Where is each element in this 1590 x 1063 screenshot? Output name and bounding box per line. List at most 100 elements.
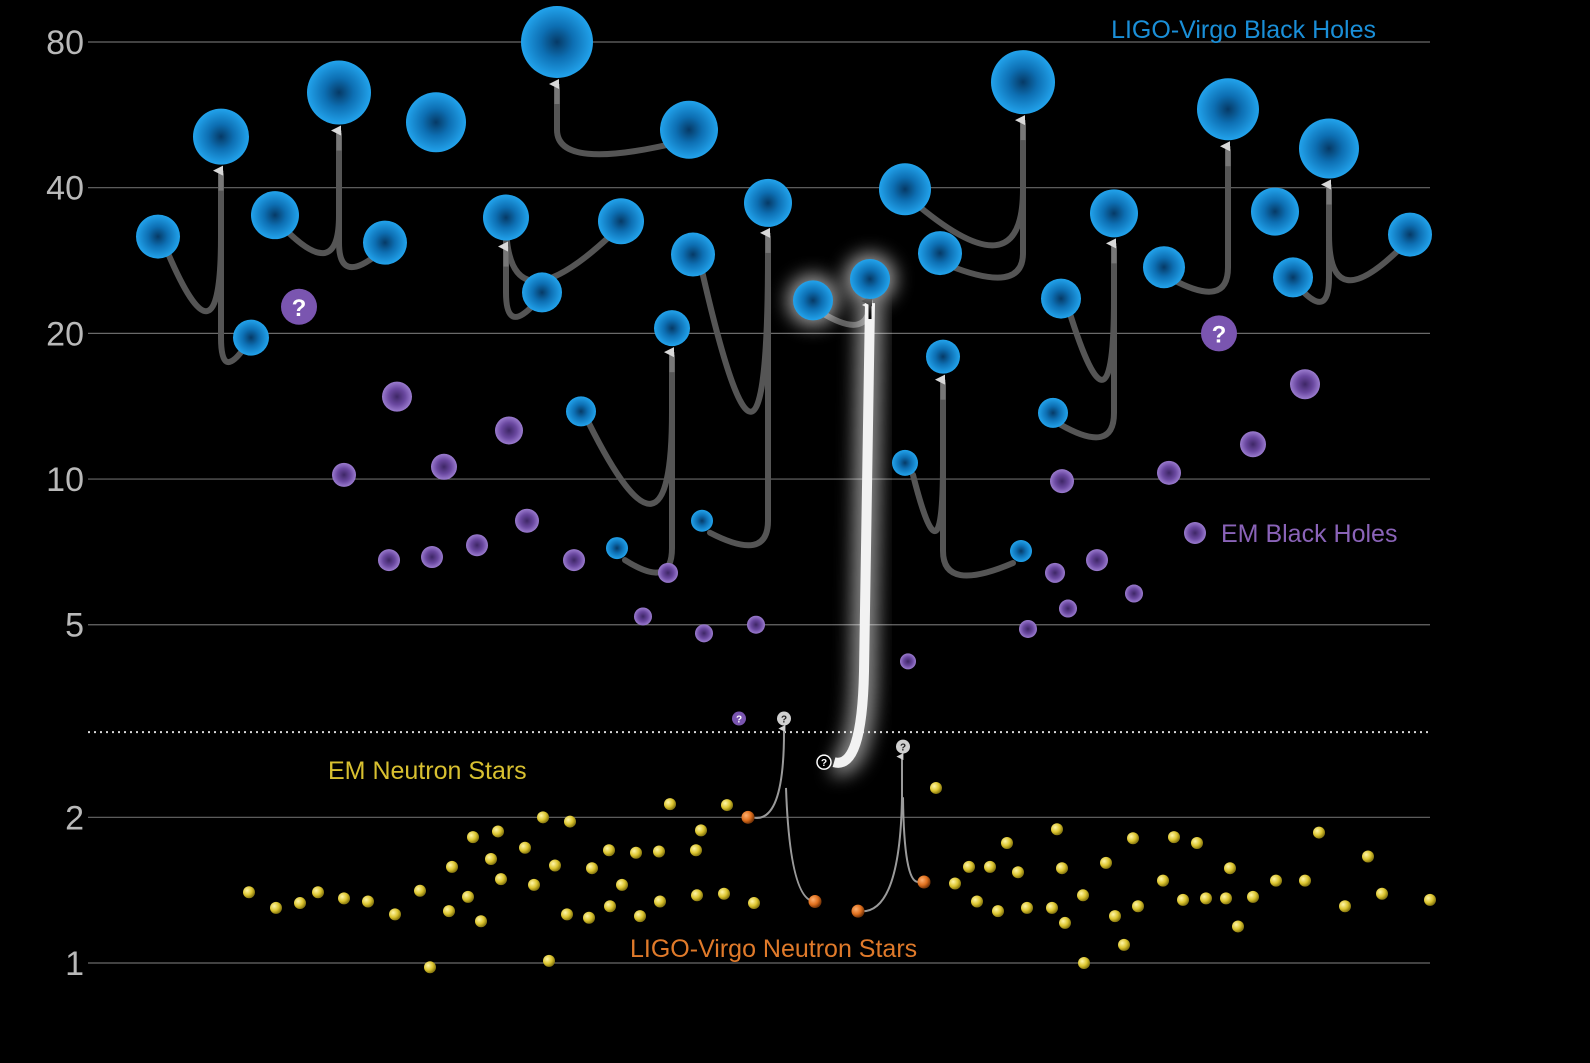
em-neutron-star-point (1077, 889, 1089, 902)
ligo-neutron-star-point (851, 904, 865, 918)
unknown-mark-label: ? (821, 758, 827, 769)
y-tick-label: 10 (46, 461, 84, 499)
unknown-mark-label: ? (736, 715, 742, 726)
em-black-hole-point (1086, 549, 1108, 572)
ligo-black-hole-point (654, 310, 690, 347)
em-neutron-star-point (664, 798, 676, 811)
merger-path (554, 85, 684, 158)
em-neutron-star-point (634, 910, 646, 923)
em-neutron-star-point (1362, 850, 1374, 863)
em-black-hole-point (695, 624, 713, 643)
em-neutron-star-point (1046, 901, 1058, 914)
em-neutron-star-point (1012, 866, 1024, 879)
em-neutron-star-point (1051, 823, 1063, 836)
merger-path (336, 131, 380, 271)
y-tick-label: 1 (65, 945, 84, 983)
ligo-black-hole-point (671, 232, 715, 277)
ligo-black-hole-point (136, 214, 180, 259)
unknown-mark-label: ? (900, 743, 906, 754)
ligo-neutron-star-point (741, 810, 755, 824)
em-black-hole-point (515, 508, 539, 533)
ligo-black-hole-point (1090, 189, 1138, 238)
em-neutron-star-point (971, 895, 983, 908)
em-neutron-star-point (1127, 832, 1139, 845)
em-black-hole-point (431, 453, 457, 480)
ligo-black-hole-point (1273, 257, 1313, 298)
ligo-ns-remnant-point (896, 739, 910, 754)
ligo-black-hole-point (251, 191, 299, 240)
em-neutron-star-point (543, 954, 555, 967)
em-black-hole-unknown-point (1201, 315, 1237, 352)
ligo-black-hole-point (606, 537, 628, 560)
ligo-black-hole-point (1041, 278, 1081, 319)
merger-path (218, 171, 246, 365)
legend-ligo-black-holes: LIGO-Virgo Black Holes (1111, 16, 1376, 44)
y-tick-label: 5 (65, 607, 84, 645)
em-neutron-star-point (1232, 920, 1244, 933)
point-layer: ?????? (136, 6, 1436, 974)
ligo-black-hole-point (521, 6, 593, 78)
ligo-black-hole-point (483, 194, 529, 241)
em-neutron-star-point (519, 841, 531, 854)
em-neutron-star-point (270, 901, 282, 914)
legend-em-black-holes-swatch (1184, 522, 1206, 544)
ligo-black-hole-point (691, 509, 713, 532)
em-neutron-star-point (603, 844, 615, 857)
em-neutron-star-point (338, 892, 350, 905)
legend-em-neutron-stars: EM Neutron Stars (328, 757, 527, 785)
ligo-black-hole-point (918, 231, 962, 276)
em-black-hole-point (658, 562, 678, 583)
em-neutron-star-point (1220, 892, 1232, 905)
em-black-hole-point (382, 381, 412, 412)
em-neutron-star-point (312, 886, 324, 899)
em-black-hole-unknown-point (732, 711, 746, 726)
em-neutron-star-point (1247, 890, 1259, 903)
em-neutron-star-point (475, 915, 487, 928)
em-neutron-star-point (630, 846, 642, 859)
ligo-black-hole-point (363, 220, 407, 265)
em-black-hole-point (634, 607, 652, 626)
em-neutron-star-point (1224, 862, 1236, 875)
ligo-black-hole-point (1388, 212, 1432, 257)
em-neutron-star-point (654, 895, 666, 908)
merger-path (707, 233, 771, 549)
highlight-path (832, 302, 875, 768)
unknown-mark-label: ? (292, 295, 307, 322)
em-black-hole-point (1059, 599, 1077, 618)
em-neutron-star-point (564, 815, 576, 828)
em-black-hole-unknown-point (281, 288, 317, 325)
em-neutron-star-point (1132, 900, 1144, 913)
legend-em-black-holes-label: EM Black Holes (1221, 520, 1397, 548)
em-neutron-star-point (243, 886, 255, 899)
merger-path (910, 380, 946, 534)
ligo-black-hole-point (1143, 246, 1185, 289)
ligo-black-hole-point (307, 60, 371, 125)
y-tick-label: 20 (46, 315, 84, 353)
em-black-hole-point (332, 462, 356, 487)
em-neutron-star-point (528, 878, 540, 891)
ns-merger-path (751, 725, 786, 819)
ligo-black-hole-point (598, 198, 644, 245)
em-neutron-star-point (1177, 893, 1189, 906)
merger-path (1326, 185, 1405, 284)
em-neutron-star-point (492, 825, 504, 838)
merger-path (940, 380, 1016, 579)
em-black-hole-point (1019, 619, 1037, 638)
ligo-black-hole-point (660, 100, 718, 159)
em-neutron-star-point (462, 890, 474, 903)
em-black-hole-point (1290, 369, 1320, 400)
em-neutron-star-point (1270, 874, 1282, 887)
em-neutron-star-point (1078, 957, 1090, 969)
em-black-hole-point (1157, 460, 1181, 485)
em-neutron-star-point (549, 859, 561, 872)
ligo-black-hole-point (1251, 187, 1299, 236)
em-neutron-star-point (1118, 938, 1130, 951)
ligo-black-hole-point (744, 178, 792, 227)
ligo-black-hole-point (233, 319, 269, 356)
em-neutron-star-point (1056, 862, 1068, 875)
em-neutron-star-point (1376, 887, 1388, 900)
em-neutron-star-point (362, 895, 374, 908)
ligo-black-hole-point (892, 449, 918, 476)
em-neutron-star-point (695, 824, 707, 837)
